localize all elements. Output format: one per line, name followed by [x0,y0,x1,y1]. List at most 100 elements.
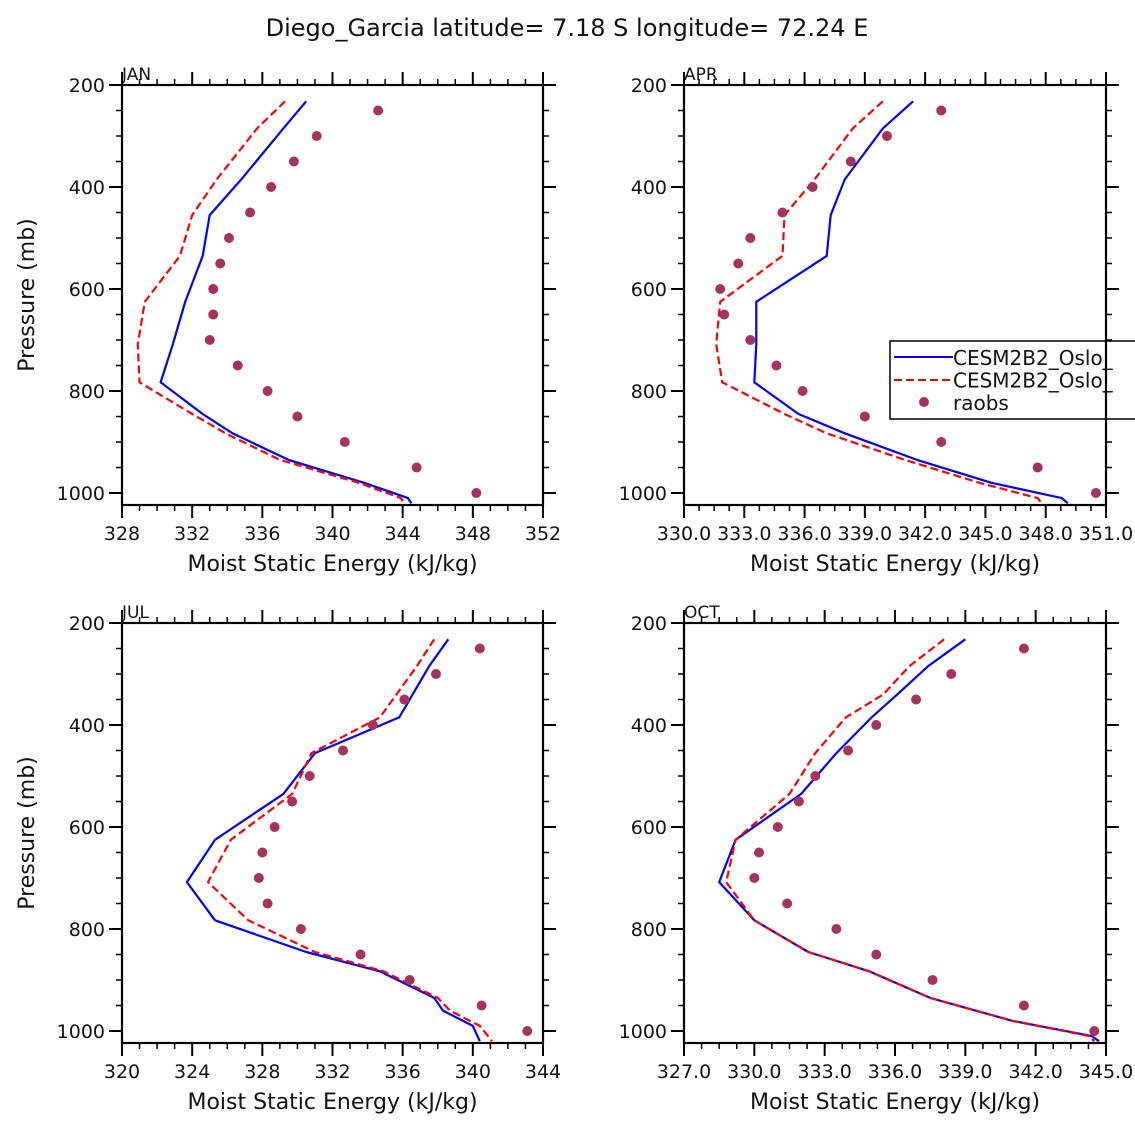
raobs-point [339,437,350,448]
x-tick-label: 339.0 [838,523,892,545]
panel-label: JAN [121,65,151,85]
series-line-solid [718,638,1100,1043]
x-axis-label: Moist Static Energy (kJ/kg) [187,1090,477,1115]
raobs-point [215,258,226,269]
legend-label: CESM2B2_Oslo_ [953,369,1114,393]
plot-area [718,638,1100,1043]
x-tick-label: 320 [104,1061,140,1083]
y-tick-label: 1000 [619,1021,667,1043]
legend-label: raobs [953,391,1009,415]
y-axis-label: Pressure (mb) [15,218,40,372]
raobs-point [754,847,765,858]
x-tick-label: 348.0 [1019,523,1073,545]
series-line-solid [753,100,1069,505]
panel-label: JUL [121,603,149,623]
x-tick-label: 332 [174,523,210,545]
legend-marker-icon [919,397,929,407]
x-tick-label: 339.0 [938,1061,992,1083]
y-tick-label: 600 [631,817,667,839]
x-tick-label: 342.0 [1008,1061,1062,1083]
series-line-solid [159,100,413,504]
raobs-point [1089,1026,1100,1037]
y-tick-label: 800 [69,919,105,941]
raobs-point [927,975,938,986]
raobs-point [338,745,349,756]
plot-area [185,638,533,1042]
raobs-point [745,233,756,244]
series-line-solid [185,638,481,1042]
panel-label: APR [684,65,718,85]
series-line-dashed [136,100,406,504]
x-tick-label: 342.0 [898,523,952,545]
raobs-point [777,207,788,218]
x-tick-label: 340 [455,1061,491,1083]
y-tick-label: 1000 [619,483,667,505]
x-tick-label: 336 [385,1061,421,1083]
raobs-point [772,822,783,833]
raobs-point [719,309,730,320]
raobs-point [1090,488,1101,499]
raobs-point [266,182,277,193]
raobs-point [810,771,821,782]
raobs-point [946,669,957,680]
raobs-point [411,462,422,473]
x-axis-label: Moist Static Energy (kJ/kg) [187,552,477,577]
x-tick-label: 332 [314,1061,350,1083]
raobs-point [859,411,870,422]
raobs-point [430,669,441,680]
raobs-point [208,284,219,295]
raobs-point [208,309,219,320]
panel-jul: JUL 320 324 328 332 336 340 344 200 400 600 800 1000… [15,603,561,1115]
x-tick-label: 345.0 [1079,1061,1133,1083]
raobs-point [936,105,947,116]
raobs-point [807,182,818,193]
x-tick-label: 328 [104,523,140,545]
y-tick-label: 400 [69,715,105,737]
y-tick-label: 400 [631,177,667,199]
raobs-point [793,796,804,807]
raobs-point [355,949,366,960]
legend: CESM2B2_Oslo_CESM2B2_Oslo_raobs [889,340,1135,420]
raobs-point [287,796,298,807]
series-line-dashed [206,638,493,1042]
y-tick-label: 200 [69,613,105,635]
x-tick-label: 352 [525,523,561,545]
x-tick-label: 336.0 [868,1061,922,1083]
raobs-point [304,771,315,782]
x-axis-label: Moist Static Energy (kJ/kg) [750,1090,1040,1115]
plot-area [136,100,482,504]
plot-frame [682,83,1108,507]
plot-frame [120,621,545,1045]
raobs-point [871,949,882,960]
raobs-point [797,386,808,397]
raobs-point [1018,1000,1029,1011]
raobs-point [871,720,882,731]
y-tick-label: 1000 [57,1021,105,1043]
x-tick-label: 340 [314,523,350,545]
raobs-point [831,924,842,935]
y-tick-label: 600 [69,817,105,839]
raobs-point [911,694,922,705]
x-tick-label: 336.0 [777,523,831,545]
x-tick-label: 351.0 [1079,523,1133,545]
x-tick-label: 344 [385,523,421,545]
series-line-dashed [725,638,1096,1042]
raobs-point [522,1026,533,1037]
x-tick-label: 330.0 [727,1061,781,1083]
x-tick-label: 348 [455,523,491,545]
y-tick-label: 1000 [57,483,105,505]
x-tick-label: 324 [174,1061,210,1083]
y-tick-label: 800 [631,919,667,941]
raobs-point [936,437,947,448]
panel-oct: OCT 327.0 330.0 333.0 336.0 339.0 342.0 345.0 20… [619,603,1134,1115]
raobs-point [476,1000,487,1011]
raobs-point [843,745,854,756]
raobs-point [845,156,856,167]
raobs-point [881,131,892,142]
raobs-point [471,488,482,499]
x-tick-label: 333.0 [717,523,771,545]
raobs-point [295,924,306,935]
x-tick-label: 327.0 [657,1061,711,1083]
raobs-point [204,335,215,346]
